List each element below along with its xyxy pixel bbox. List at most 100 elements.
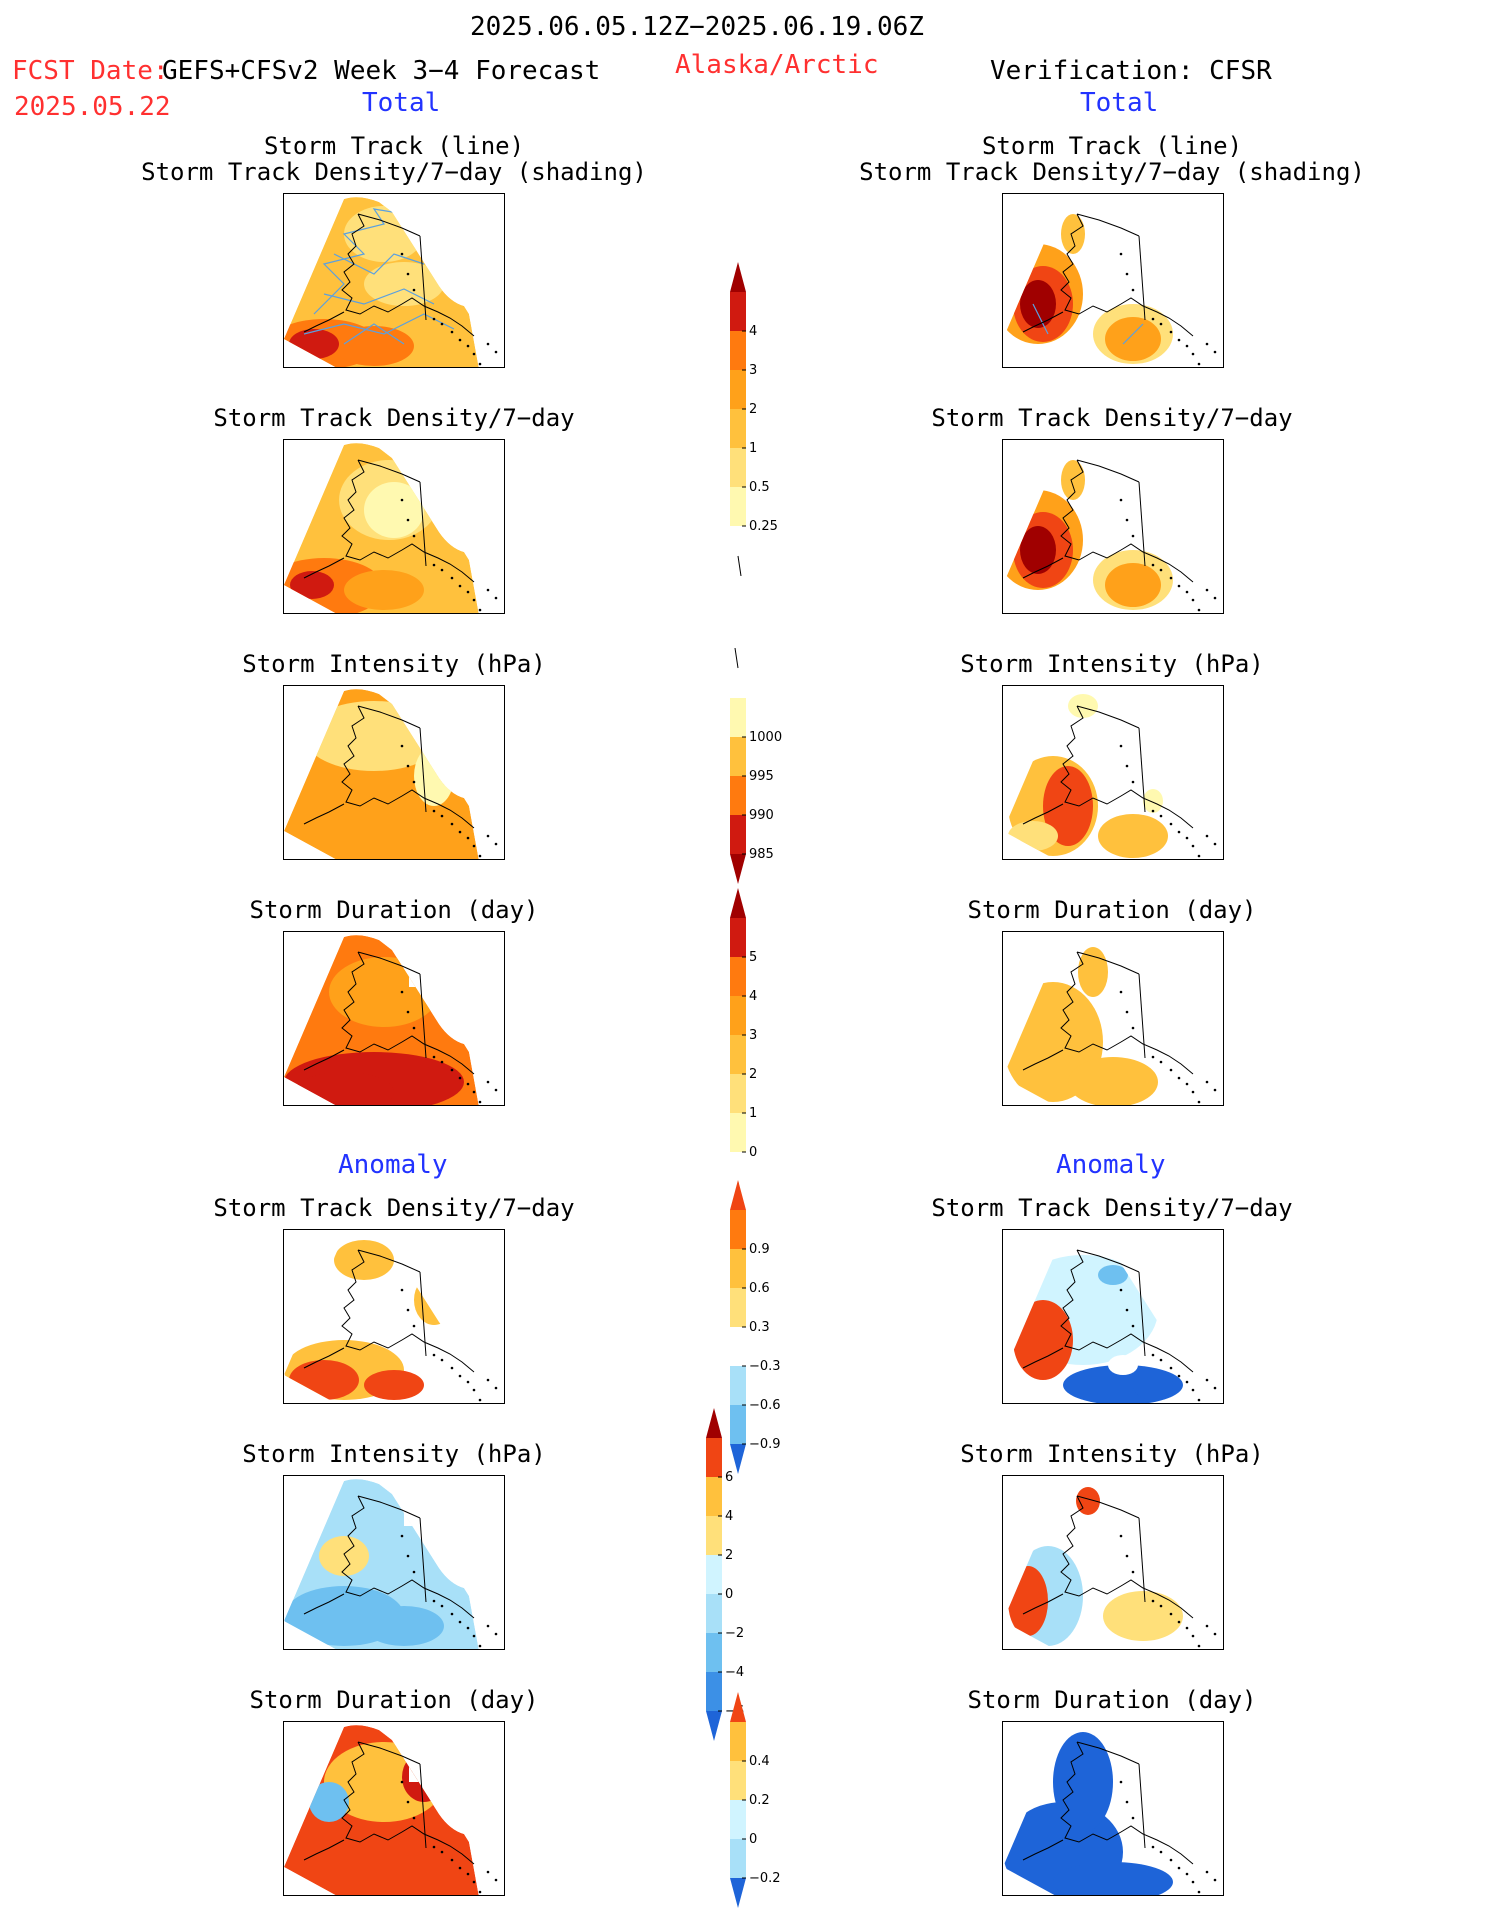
island-dot [1169,1068,1173,1072]
left-title-track-line: Storm Track (line) [263,132,525,160]
colorbar-tick-label: −0.3 [749,1359,781,1374]
island-dot [466,344,470,348]
colorbar-tick-label: −0.6 [749,1398,781,1413]
island-dot [400,990,404,994]
island-dot [486,1080,490,1084]
island-dot [400,1288,404,1292]
island-dot [400,1780,404,1784]
map-shading [284,1233,479,1403]
island-dot [1213,842,1217,846]
region: Alaska/Arctic [675,50,879,80]
island-dot [458,338,462,342]
island-dot [1125,764,1129,768]
island-dot [494,1088,498,1092]
border-line [1138,1271,1146,1357]
island-dot [406,1308,410,1312]
map-panel-right-anom-duration [1002,1721,1224,1896]
map-panel-right-anom-intensity [1002,1475,1224,1650]
island-dot [1177,1076,1181,1080]
colorbar-tick-label: 990 [749,808,774,823]
island-dot [1177,1374,1181,1378]
island-dot [400,744,404,748]
island-dot [1185,836,1189,840]
island-dot [406,1800,410,1804]
map-shading [1003,1725,1198,1895]
island-dot [406,1010,410,1014]
colorbar-segment [730,1035,746,1074]
island-dot [450,1858,454,1862]
island-dot [432,317,436,321]
storm-track-line [303,208,455,345]
island-dot [1205,1378,1209,1382]
island-dot [1131,1324,1135,1328]
right-title-anom-density: Storm Track Density/7−day [931,1194,1293,1222]
colorbar-segment [706,1594,722,1633]
colorbar-tick-label: 0.25 [749,519,778,534]
island-dot [400,1534,404,1538]
colorbar-segment [730,1113,746,1152]
map-svg [284,197,498,367]
island-dot [1119,1534,1123,1538]
right-title-duration: Storm Duration (day) [967,896,1257,924]
left-title-anom-intensity: Storm Intensity (hPa) [242,1440,546,1468]
island-dot [450,1612,454,1616]
map-panel-left-track [283,193,505,368]
right-title-track-shading: Storm Track Density/7−day (shading) [859,158,1365,186]
island-dot [432,1353,436,1357]
island-dot [450,1068,454,1072]
colorbar-top-triangle [706,1408,722,1438]
island-dot [432,1599,436,1603]
island-dot [1159,568,1163,572]
island-dot [1177,584,1181,588]
colorbar-anom-duration: 0.40.20−0.2−0.4 [720,1692,800,1925]
colorbar-svg: 4 3 2 1 0.5 0.25 [730,262,778,577]
border-line [1138,973,1146,1059]
colorbar-intensity: 1000995990985980 [720,647,800,901]
colorbar-segment [730,1288,746,1327]
map-shading [1003,197,1198,367]
island-dot [458,1866,462,1870]
map-svg [1003,1479,1217,1649]
island-dot [1191,352,1195,356]
island-dot [1131,1570,1135,1574]
colorbar-segment [730,1722,746,1761]
border-line [1138,235,1146,321]
border-line [419,235,427,321]
island-dot [1197,1398,1201,1402]
island-dot [1197,1100,1201,1104]
island-dot [472,1634,476,1638]
island-dot [472,598,476,602]
island-dot [1131,780,1135,784]
map-svg [284,1233,498,1403]
island-dot [406,272,410,276]
colorbar-segment [706,1555,722,1594]
island-dot [1151,1055,1155,1059]
left-title-duration: Storm Duration (day) [249,896,539,924]
colorbar-tick-label: 0.6 [749,1281,770,1296]
island-dot [440,1060,444,1064]
coastline [1022,1495,1194,1619]
island-dot [478,1100,482,1104]
island-dot [458,1374,462,1378]
map-shading [1003,935,1198,1105]
colorbar-tick-label: 0 [749,1145,757,1160]
island-dot [1177,1866,1181,1870]
island-dot [1131,1816,1135,1820]
island-dot [1205,1080,1209,1084]
coastline [1022,1249,1194,1373]
island-dot [1185,590,1189,594]
island-dot [1131,288,1135,292]
island-dot [478,854,482,858]
colorbar-tick-label: −0.2 [749,1871,781,1886]
island-dot [1169,1366,1173,1370]
left-anomaly-label: Anomaly [338,1150,448,1180]
island-dot [486,1378,490,1382]
island-dot [1151,317,1155,321]
island-dot [466,590,470,594]
left-title-intensity: Storm Intensity (hPa) [242,650,546,678]
colorbar-segment [730,487,746,526]
island-dot [1169,576,1173,580]
right-total-label: Total [1080,88,1159,118]
